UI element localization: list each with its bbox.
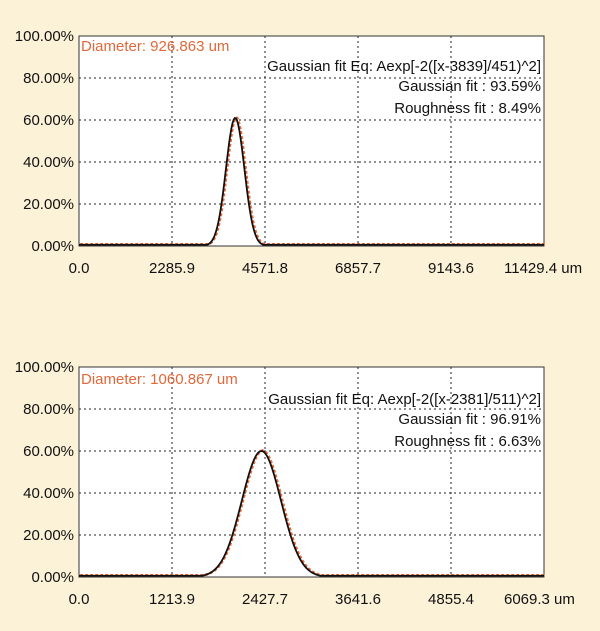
- gaussian-equation-label: Gaussian fit Eq: Aexp[-2([x-2381]/511)^2…: [268, 391, 541, 408]
- y-tick-label: 40.00%: [23, 154, 74, 171]
- x-tick-label: 4855.4: [428, 591, 474, 608]
- y-tick-label: 80.00%: [23, 401, 74, 418]
- plot-area: [79, 367, 544, 577]
- x-tick-label: 9143.6: [428, 260, 474, 277]
- chart-panel-diameter-1060: 100.00% 80.00% 60.00% 40.00% 20.00% 0.00% 0.0 1…: [0, 331, 600, 631]
- plot-border: [78, 35, 545, 247]
- diameter-label: Diameter: 926.863 um: [81, 38, 229, 55]
- roughness-fit-label: Roughness fit : 8.49%: [394, 100, 541, 117]
- diameter-label: Diameter: 1060.867 um: [81, 371, 238, 388]
- gaussian-fit-line: [79, 116, 544, 246]
- plot-border: [78, 366, 545, 578]
- gaussian-profile-chart-2: 100.00% 80.00% 60.00% 40.00% 20.00% 0.00% 0.0 1…: [15, 359, 575, 608]
- gaussian-fit-line: [79, 450, 544, 577]
- gaussian-equation-label: Gaussian fit Eq: Aexp[-2([x-3839]/451)^2…: [267, 58, 541, 75]
- y-tick-label: 80.00%: [23, 70, 74, 87]
- x-tick-label: 6069.3 um: [504, 591, 575, 608]
- y-tick-label: 100.00%: [15, 359, 74, 376]
- plot-area: [79, 36, 544, 246]
- y-tick-label: 100.00%: [15, 28, 74, 45]
- x-tick-label: 11429.4 um: [504, 260, 582, 277]
- chart-panel-diameter-926: 100.00% 80.00% 60.00% 40.00% 20.00% 0.00% 0.0 2…: [0, 0, 600, 300]
- x-tick-label: 4571.8: [242, 260, 288, 277]
- gaussian-profile-chart-1: 100.00% 80.00% 60.00% 40.00% 20.00% 0.00% 0.0 2…: [15, 28, 582, 277]
- x-tick-label: 2285.9: [149, 260, 195, 277]
- x-tick-label: 1213.9: [149, 591, 195, 608]
- x-tick-label: 0.0: [69, 260, 90, 277]
- y-tick-label: 0.00%: [31, 569, 74, 586]
- x-tick-label: 2427.7: [242, 591, 288, 608]
- y-tick-label: 20.00%: [23, 527, 74, 544]
- x-tick-label: 3641.6: [335, 591, 381, 608]
- x-tick-label: 0.0: [69, 591, 90, 608]
- y-tick-label: 60.00%: [23, 112, 74, 129]
- y-tick-label: 0.00%: [31, 238, 74, 255]
- gaussian-fit-label: Gaussian fit : 96.91%: [398, 411, 541, 428]
- y-tick-label: 20.00%: [23, 196, 74, 213]
- y-tick-label: 60.00%: [23, 443, 74, 460]
- x-tick-label: 6857.7: [335, 260, 381, 277]
- roughness-fit-label: Roughness fit : 6.63%: [394, 433, 541, 450]
- y-tick-label: 40.00%: [23, 485, 74, 502]
- gaussian-fit-label: Gaussian fit : 93.59%: [398, 78, 541, 95]
